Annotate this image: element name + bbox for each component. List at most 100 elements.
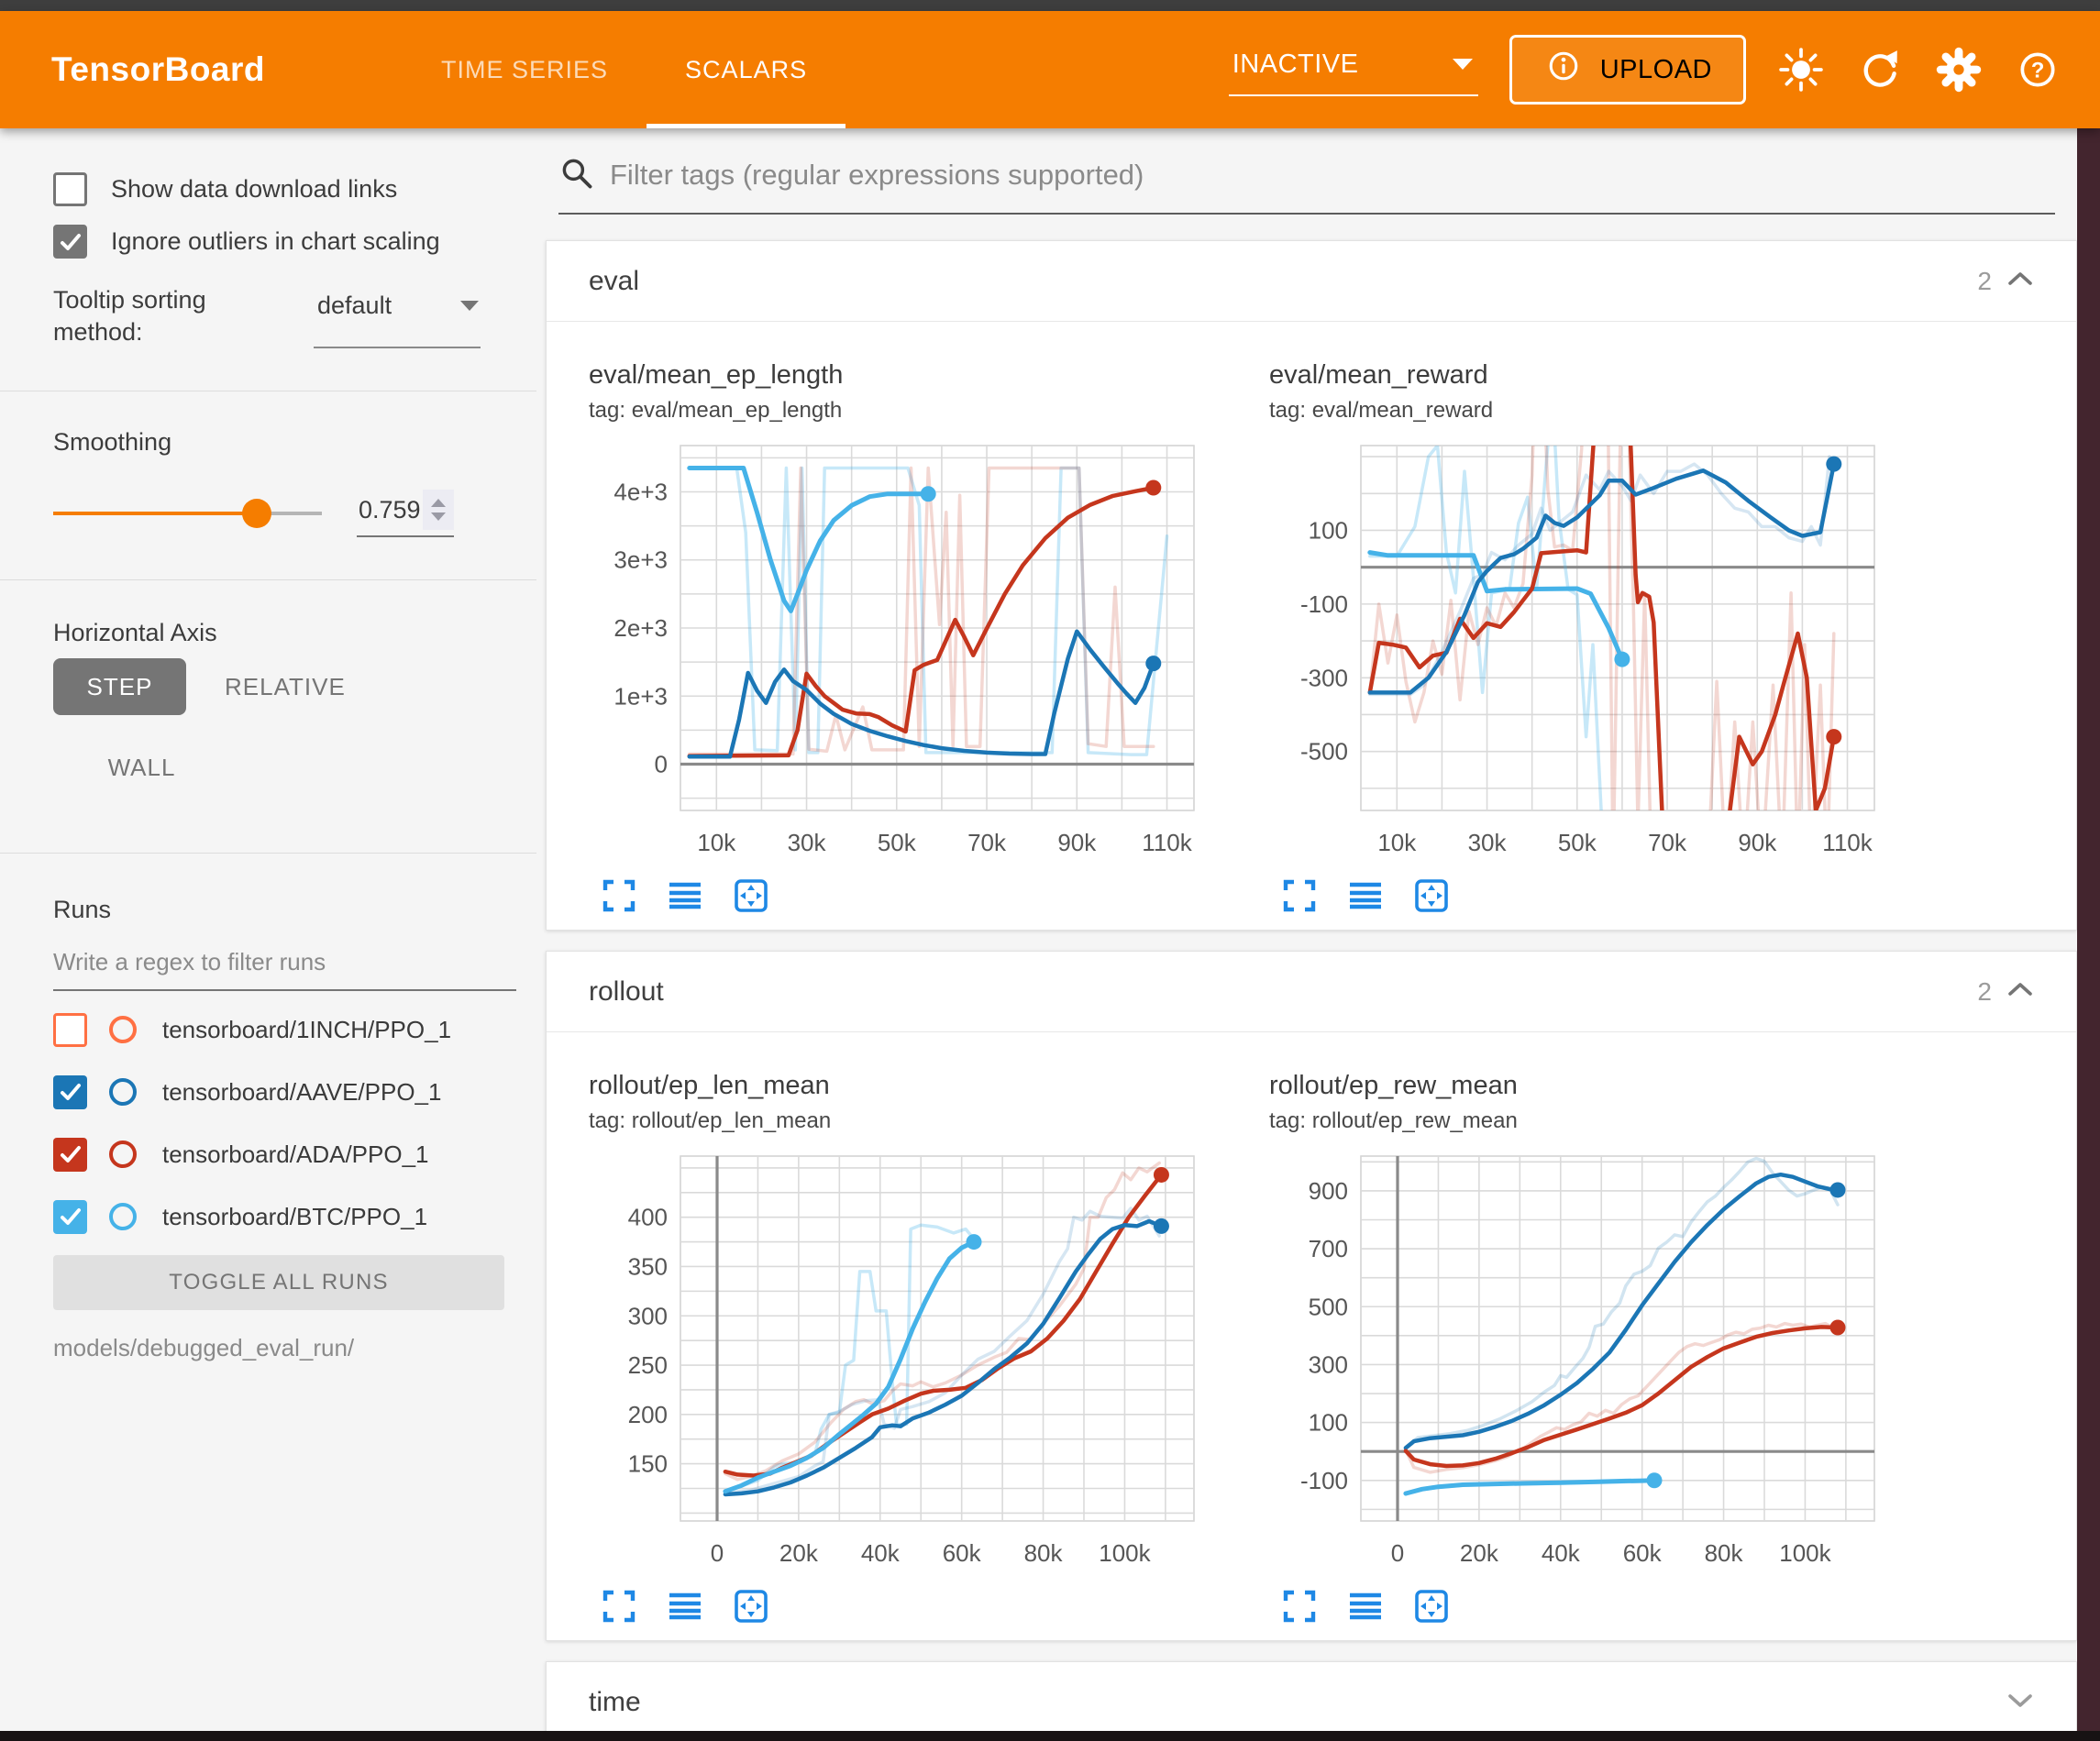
smoothing-value-input[interactable]: 0.759	[357, 490, 454, 538]
run-checkbox[interactable]	[53, 1012, 87, 1047]
chart-canvas[interactable]: 0 20k 40k 60k 80k 100k -100 100 300 500 700 900	[1269, 1149, 1902, 1580]
show-download-links-row[interactable]: Show data download links	[53, 172, 536, 206]
svg-text:110k: 110k	[1822, 829, 1873, 856]
toggle-all-runs-button[interactable]: TOGGLE ALL RUNS	[53, 1255, 504, 1311]
fullscreen-icon[interactable]	[1280, 1587, 1319, 1625]
ignore-outliers-row[interactable]: Ignore outliers in chart scaling	[53, 225, 536, 259]
fit-data-icon[interactable]	[732, 876, 770, 915]
smoothing-slider-thumb[interactable]	[242, 499, 272, 529]
app-title: TensorBoard	[51, 50, 266, 88]
section-header-eval[interactable]: eval 2	[547, 241, 2076, 322]
chart-eval-mean-ep-length: eval/mean_ep_length tag: eval/mean_ep_len…	[589, 360, 1231, 915]
svg-text:70k: 70k	[967, 829, 1007, 856]
settings-gear-icon[interactable]	[1935, 46, 1983, 94]
info-icon	[1543, 46, 1584, 94]
refresh-icon[interactable]	[1856, 46, 1904, 94]
window-bottom-strip	[0, 1731, 2100, 1741]
tooltip-sorting-dropdown[interactable]: default	[314, 290, 481, 349]
fit-data-icon[interactable]	[1412, 1587, 1451, 1625]
svg-text:90k: 90k	[1057, 829, 1097, 856]
section-count: 2	[1977, 266, 1992, 295]
charts-row-eval: eval/mean_ep_length tag: eval/mean_ep_len…	[547, 322, 2076, 930]
svg-text:10k: 10k	[1377, 829, 1417, 856]
run-row[interactable]: tensorboard/ADA/PPO_1	[53, 1130, 536, 1178]
chart-canvas[interactable]: 10k 30k 50k 70k 90k 110k 100 -100 -300 -500	[1269, 438, 1902, 869]
axis-step-button[interactable]: STEP	[53, 658, 186, 716]
svg-text:60k: 60k	[943, 1539, 982, 1567]
brightness-icon[interactable]	[1777, 46, 1825, 94]
run-row[interactable]: tensorboard/BTC/PPO_1	[53, 1193, 536, 1240]
run-color-radio[interactable]	[109, 1016, 137, 1044]
fullscreen-icon[interactable]	[1280, 876, 1319, 915]
run-checkbox[interactable]	[53, 1199, 87, 1234]
tooltip-sorting-value: default	[317, 292, 392, 319]
svg-text:110k: 110k	[1142, 829, 1192, 856]
log-scale-icon[interactable]	[666, 1587, 704, 1625]
chevron-up-icon[interactable]	[2006, 270, 2034, 292]
chevron-up-icon[interactable]	[2006, 981, 2034, 1002]
upload-label: UPLOAD	[1599, 54, 1712, 84]
chart-canvas[interactable]: 10k 30k 50k 70k 90k 110k 0 1e+3 2e+3 3e+3 4e+3	[589, 438, 1221, 869]
section-card-time: time	[546, 1661, 2077, 1731]
fit-data-icon[interactable]	[732, 1587, 770, 1625]
smoothing-label: Smoothing	[53, 428, 172, 457]
svg-text:40k: 40k	[861, 1539, 901, 1567]
chart-toolbar	[1280, 1587, 1911, 1625]
window-top-strip	[0, 0, 2100, 11]
chart-title: rollout/ep_rew_mean	[1269, 1071, 1518, 1100]
divider	[0, 579, 536, 581]
main-area: Filter tags (regular expressions support…	[536, 128, 2077, 1731]
runs-filter-input[interactable]: Write a regex to filter runs	[53, 948, 516, 992]
svg-text:250: 250	[628, 1351, 668, 1379]
tab-scalars[interactable]: SCALARS	[647, 11, 846, 128]
svg-text:80k: 80k	[1024, 1539, 1064, 1567]
axis-wall-button[interactable]: WALL	[107, 753, 176, 781]
smoothing-slider[interactable]	[53, 499, 322, 529]
axis-relative-button[interactable]: RELATIVE	[225, 672, 346, 700]
svg-text:100: 100	[1309, 1409, 1348, 1437]
run-color-radio[interactable]	[109, 1078, 137, 1107]
ignore-outliers-label: Ignore outliers in chart scaling	[111, 227, 440, 255]
log-scale-icon[interactable]	[1346, 876, 1385, 915]
stepper-up-icon[interactable]	[430, 499, 446, 508]
svg-text:0: 0	[1391, 1539, 1404, 1567]
stepper-down-icon[interactable]	[430, 512, 446, 522]
svg-text:-100: -100	[1300, 1467, 1348, 1494]
run-row[interactable]: tensorboard/1INCH/PPO_1	[53, 1006, 536, 1053]
upload-button[interactable]: UPLOAD	[1509, 35, 1746, 105]
svg-text:700: 700	[1309, 1235, 1348, 1262]
svg-text:500: 500	[1309, 1293, 1348, 1320]
run-checkbox[interactable]	[53, 1137, 87, 1172]
tab-time-series[interactable]: TIME SERIES	[441, 55, 609, 83]
fullscreen-icon[interactable]	[600, 1587, 638, 1625]
run-color-radio[interactable]	[109, 1203, 137, 1231]
run-color-radio[interactable]	[109, 1140, 137, 1169]
fit-data-icon[interactable]	[1412, 876, 1451, 915]
chevron-down-icon	[460, 301, 479, 311]
show-download-links-checkbox[interactable]	[53, 172, 87, 206]
svg-text:90k: 90k	[1738, 829, 1777, 856]
chart-toolbar	[600, 876, 1231, 915]
smoothing-stepper[interactable]	[422, 490, 454, 531]
chevron-down-icon	[1452, 58, 1473, 70]
svg-text:1e+3: 1e+3	[613, 682, 668, 710]
svg-text:150: 150	[628, 1450, 668, 1478]
runs-list: tensorboard/1INCH/PPO_1 tensorboard/AAVE/…	[53, 1006, 536, 1240]
svg-text:30k: 30k	[788, 829, 827, 856]
fullscreen-icon[interactable]	[600, 876, 638, 915]
ignore-outliers-checkbox[interactable]	[53, 225, 87, 259]
run-row[interactable]: tensorboard/AAVE/PPO_1	[53, 1068, 536, 1116]
log-scale-icon[interactable]	[1346, 1587, 1385, 1625]
section-header-rollout[interactable]: rollout 2	[547, 952, 2076, 1032]
filter-tags-input[interactable]: Filter tags (regular expressions support…	[558, 155, 2055, 215]
run-checkbox[interactable]	[53, 1074, 87, 1109]
chart-canvas[interactable]: 0 20k 40k 60k 80k 100k 150 200 250 300 350 400	[589, 1149, 1221, 1580]
section-header-time[interactable]: time	[547, 1662, 2076, 1731]
log-scale-icon[interactable]	[666, 876, 704, 915]
help-icon[interactable]: ?	[2014, 46, 2061, 94]
chart-tag: tag: eval/mean_reward	[1269, 398, 1494, 423]
run-label: tensorboard/ADA/PPO_1	[162, 1140, 429, 1168]
chevron-down-icon[interactable]	[2006, 1692, 2034, 1713]
smoothing-value: 0.759	[359, 495, 421, 523]
status-dropdown[interactable]: INACTIVE	[1228, 44, 1478, 96]
